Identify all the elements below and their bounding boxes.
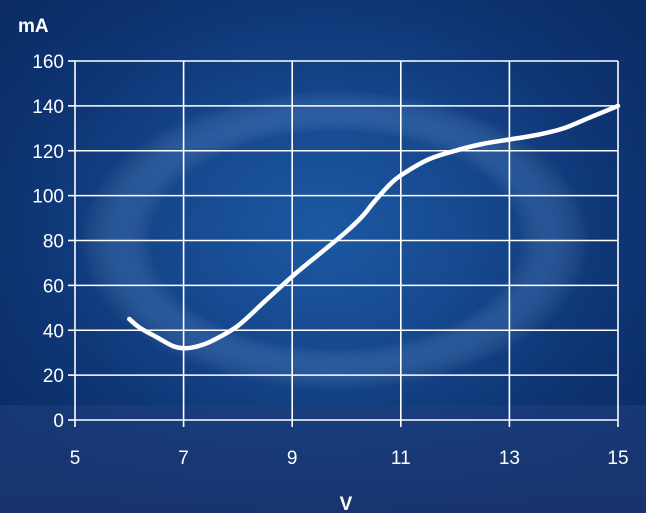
tick-labels: 0 20 40 60 80 100 120 140 160 5 7 9 11 13 15 xyxy=(32,52,628,469)
x-axis-title: V xyxy=(340,494,353,513)
x-tick-label: 7 xyxy=(178,448,189,469)
y-tick-label: 0 xyxy=(53,411,64,432)
y-tick-label: 20 xyxy=(43,366,64,387)
y-tick-label: 140 xyxy=(32,97,64,118)
x-tick-label: 15 xyxy=(607,448,628,469)
y-tick-label: 80 xyxy=(43,232,64,253)
background-floor-band xyxy=(0,405,646,513)
x-tick-label: 9 xyxy=(287,448,298,469)
x-tick-label: 5 xyxy=(70,448,81,469)
y-tick-label: 40 xyxy=(43,321,64,342)
series-line-0 xyxy=(127,103,621,351)
y-tick-label: 60 xyxy=(43,276,64,297)
x-tick-label: 13 xyxy=(499,448,520,469)
x-tick-label: 11 xyxy=(391,448,411,469)
y-tick-label: 100 xyxy=(32,187,64,208)
grid xyxy=(68,60,619,427)
y-tick-label: 120 xyxy=(32,142,64,163)
y-axis-title: mA xyxy=(18,16,49,37)
series-layer xyxy=(127,103,621,351)
y-tick-label: 160 xyxy=(32,52,64,73)
